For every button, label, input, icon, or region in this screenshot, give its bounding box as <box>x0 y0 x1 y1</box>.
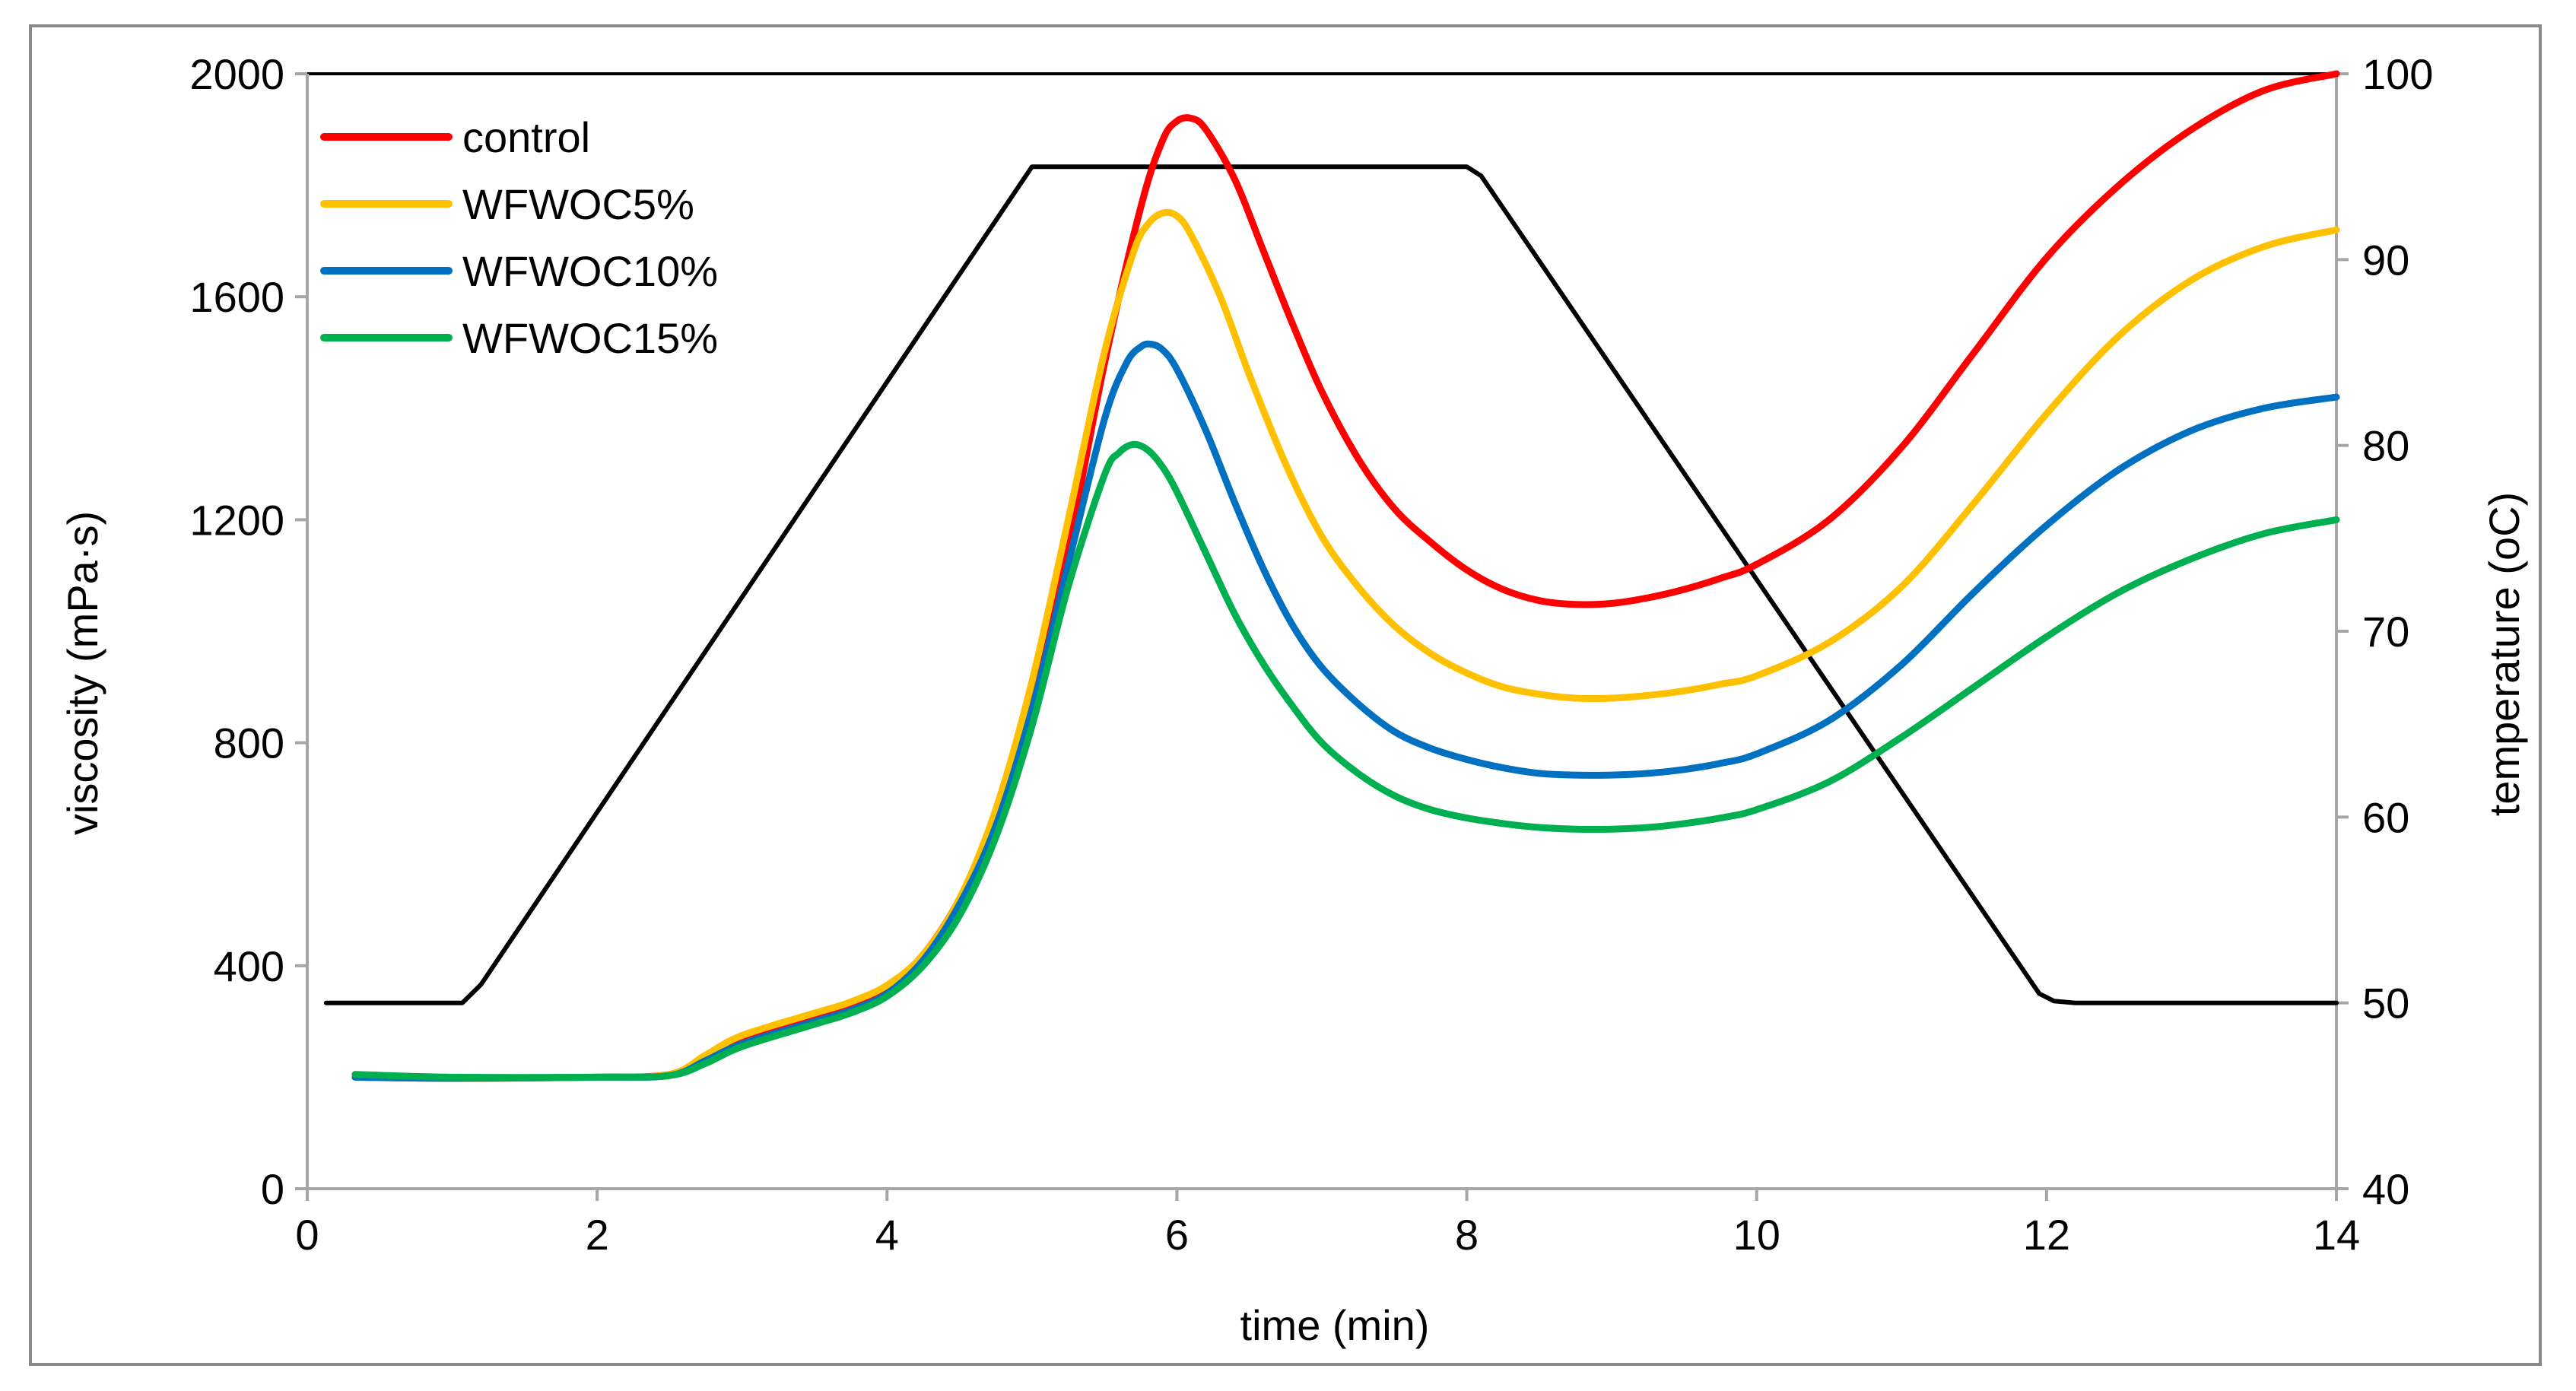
y2-tick-label: 40 <box>2362 1165 2409 1213</box>
legend-label-wfwoc15: WFWOC15% <box>462 314 718 362</box>
y2-tick-label: 90 <box>2362 236 2409 284</box>
series-line-wfwoc5 <box>351 208 2340 1082</box>
legend-label-wfwoc10: WFWOC10% <box>462 247 718 295</box>
series-line-wfwoc10 <box>351 340 2340 1082</box>
x-tick-label: 4 <box>875 1211 899 1259</box>
legend: control WFWOC5% WFWOC10% WFWOC15% <box>320 113 718 362</box>
x-tick-label: 14 <box>2313 1211 2360 1259</box>
y2-tick-label: 100 <box>2362 50 2433 98</box>
y-axis-label: viscosity (mPa·s) <box>59 511 106 835</box>
y-tick-label: 1200 <box>189 496 284 544</box>
y2-tick-label: 80 <box>2362 422 2409 470</box>
y2-tick-label: 50 <box>2362 980 2409 1027</box>
y2-tick-label: 60 <box>2362 793 2409 841</box>
x-tick-label: 2 <box>586 1211 609 1259</box>
y-tick-label: 1600 <box>189 273 284 321</box>
legend-label-control: control <box>462 113 590 161</box>
x-tick-label: 12 <box>2023 1211 2070 1259</box>
series-layer <box>323 70 2340 1082</box>
y-tick-label: 400 <box>214 942 284 990</box>
y2-axis-label: temperature (oC) <box>2480 492 2528 816</box>
legend-label-wfwoc5: WFWOC5% <box>462 180 694 228</box>
x-tick-label: 10 <box>1733 1211 1780 1259</box>
y-tick-label: 0 <box>261 1165 284 1213</box>
x-tick-label: 6 <box>1165 1211 1189 1259</box>
series-line-temperature <box>323 164 2339 1005</box>
x-tick-label: 8 <box>1455 1211 1479 1259</box>
y2-tick-label: 70 <box>2362 608 2409 656</box>
series-line-wfwoc15 <box>351 440 2340 1081</box>
axes-group: 0 2 4 6 8 10 12 14 0 400 800 1200 1600 2000 40 50 60 70 80… <box>189 50 2433 1259</box>
y-tick-label: 2000 <box>189 50 284 98</box>
x-axis-label: time (min) <box>1240 1301 1430 1349</box>
x-tick-label: 0 <box>295 1211 319 1259</box>
y-tick-label: 800 <box>214 719 284 767</box>
